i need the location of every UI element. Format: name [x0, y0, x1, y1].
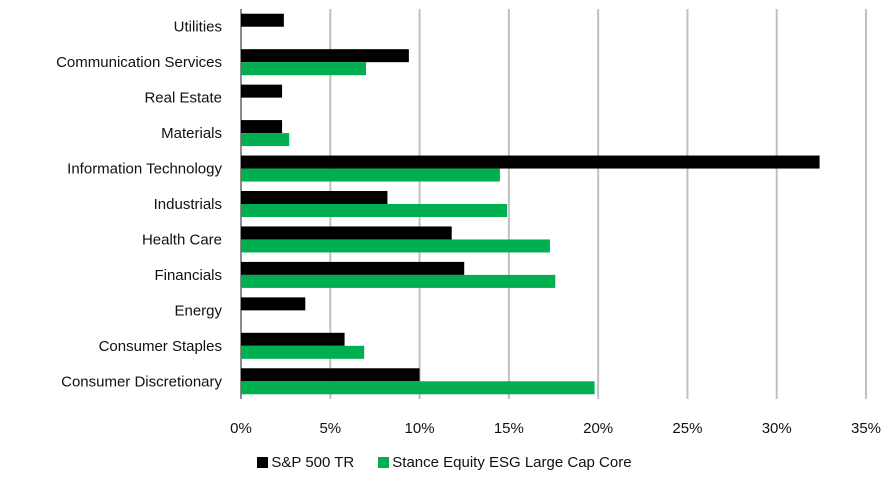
bar-sp500 — [241, 226, 452, 240]
bar-stance — [241, 345, 365, 359]
x-tick-label: 30% — [762, 420, 792, 437]
bar-stance — [241, 239, 550, 253]
legend-label-sp500: S&P 500 TR — [271, 454, 355, 471]
x-tick-label: 15% — [494, 420, 524, 437]
bar-stance — [241, 168, 500, 182]
bar-sp500 — [241, 368, 420, 382]
category-label: Health Care — [142, 231, 222, 248]
x-tick-label: 20% — [583, 420, 613, 437]
bar-sp500 — [241, 13, 284, 27]
category-label: Consumer Staples — [99, 338, 222, 355]
legend-swatch-sp500 — [257, 457, 269, 468]
bar-stance — [241, 204, 508, 217]
category-label: Industrials — [154, 196, 222, 213]
category-labels: Utilities Communication Services Real Esta… — [56, 19, 222, 391]
bar-sp500 — [241, 332, 345, 346]
x-tick-label: 25% — [672, 420, 702, 437]
bar-sp500 — [241, 49, 409, 63]
bar-sp500 — [241, 191, 388, 204]
bars — [241, 13, 820, 395]
bar-stance — [241, 133, 290, 147]
bar-sp500 — [241, 297, 306, 311]
legend-swatch-stance — [378, 457, 390, 468]
category-label: Information Technology — [67, 161, 222, 178]
category-label: Energy — [174, 302, 222, 319]
category-label: Financials — [154, 267, 222, 284]
x-tick-label: 10% — [405, 420, 435, 437]
bar-sp500 — [241, 120, 283, 134]
bar-stance — [241, 381, 595, 395]
legend-label-stance: Stance Equity ESG Large Cap Core — [392, 454, 632, 471]
category-label: Utilities — [174, 19, 222, 36]
category-label: Consumer Discretionary — [61, 373, 222, 390]
category-label: Real Estate — [144, 90, 222, 107]
category-label: Materials — [161, 125, 222, 142]
bar-sp500 — [241, 155, 820, 169]
bar-sp500 — [241, 84, 283, 98]
bar-sp500 — [241, 261, 465, 275]
x-axis-tick-labels: 0% 5% 10% 15% 20% 25% 30% 35% — [230, 420, 881, 437]
x-tick-label: 0% — [230, 420, 252, 437]
x-tick-label: 35% — [851, 420, 881, 437]
bar-stance — [241, 274, 556, 288]
x-tick-label: 5% — [319, 420, 341, 437]
legend-item-stance: Stance Equity ESG Large Cap Core — [378, 454, 632, 471]
bar-stance — [241, 62, 366, 76]
legend: S&P 500 TR Stance Equity ESG Large Cap C… — [0, 454, 889, 471]
legend-item-sp500: S&P 500 TR — [257, 454, 354, 471]
category-label: Communication Services — [56, 54, 222, 71]
